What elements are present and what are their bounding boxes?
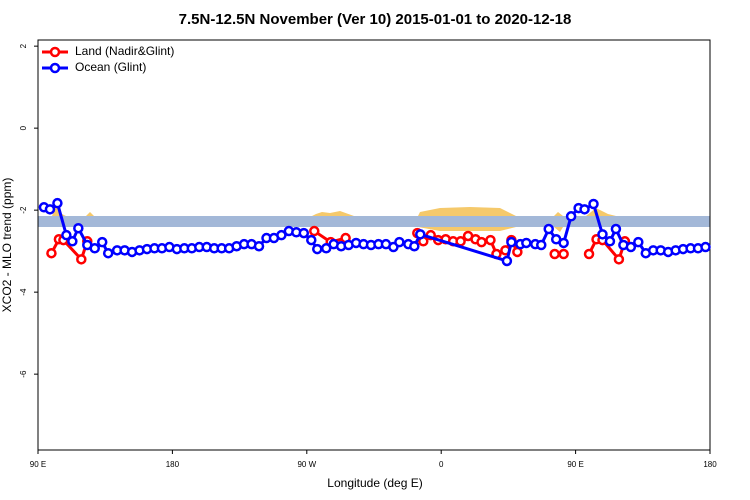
data-point — [558, 237, 569, 249]
data-point — [501, 255, 513, 267]
data-point — [700, 241, 711, 253]
data-point — [613, 254, 625, 265]
data-point — [61, 229, 72, 241]
data-point — [96, 236, 108, 248]
data-point — [52, 197, 63, 209]
data-point — [394, 236, 405, 248]
data-point — [485, 234, 496, 246]
data-point — [588, 198, 599, 210]
x-tick-label: 90 E — [567, 460, 583, 469]
x-tick-label: 90 E — [30, 460, 46, 469]
data-point — [476, 236, 487, 248]
data-point — [44, 204, 56, 215]
data-point — [67, 236, 78, 247]
land-mask — [52, 205, 616, 216]
data-point — [298, 227, 310, 239]
data-point — [597, 229, 608, 240]
data-point — [610, 223, 622, 235]
legend-label: Ocean (Glint) — [75, 60, 146, 74]
data-point — [253, 240, 265, 252]
data-point — [579, 204, 590, 215]
x-tick-label: 0 — [439, 460, 444, 469]
data-point — [306, 234, 317, 246]
data-point — [46, 247, 57, 259]
x-tick-label: 180 — [166, 460, 180, 469]
data-point — [625, 241, 637, 253]
data-point — [549, 248, 560, 260]
legend-marker — [49, 62, 61, 74]
data-point — [312, 243, 323, 255]
legend-label: Land (Nadir&Glint) — [75, 44, 174, 58]
data-point — [455, 236, 466, 247]
y-tick-label: 0 — [19, 125, 28, 130]
data-point — [73, 222, 84, 234]
latitude-band — [38, 216, 710, 227]
data-point — [506, 236, 517, 248]
data-point — [102, 247, 114, 259]
data-point — [320, 243, 332, 254]
data-point — [565, 211, 577, 222]
data-point — [309, 225, 320, 237]
land-mask — [418, 227, 563, 232]
data-point — [89, 243, 100, 254]
y-tick-label: -2 — [19, 206, 28, 214]
chart-title: 7.5N-12.5N November (Ver 10) 2015-01-01 … — [179, 11, 572, 28]
data-point — [558, 248, 569, 260]
data-point — [76, 254, 87, 265]
data-point — [536, 239, 547, 251]
data-point — [415, 229, 426, 240]
data-point — [583, 248, 595, 260]
x-tick-label: 90 W — [297, 460, 316, 469]
x-tick-label: 180 — [703, 460, 717, 469]
data-point — [543, 223, 554, 235]
y-tick-label: -6 — [19, 370, 28, 378]
data-point — [521, 237, 532, 249]
y-tick-label: 2 — [19, 43, 28, 48]
x-axis-label: Longitude (deg E) — [327, 476, 422, 490]
y-axis-label: XCO2 - MLO trend (ppm) — [0, 178, 14, 313]
data-point — [604, 236, 616, 247]
data-point — [409, 240, 420, 252]
y-tick-label: -4 — [19, 288, 28, 296]
data-point — [633, 236, 644, 248]
data-point — [276, 229, 287, 241]
legend-marker — [49, 46, 61, 58]
